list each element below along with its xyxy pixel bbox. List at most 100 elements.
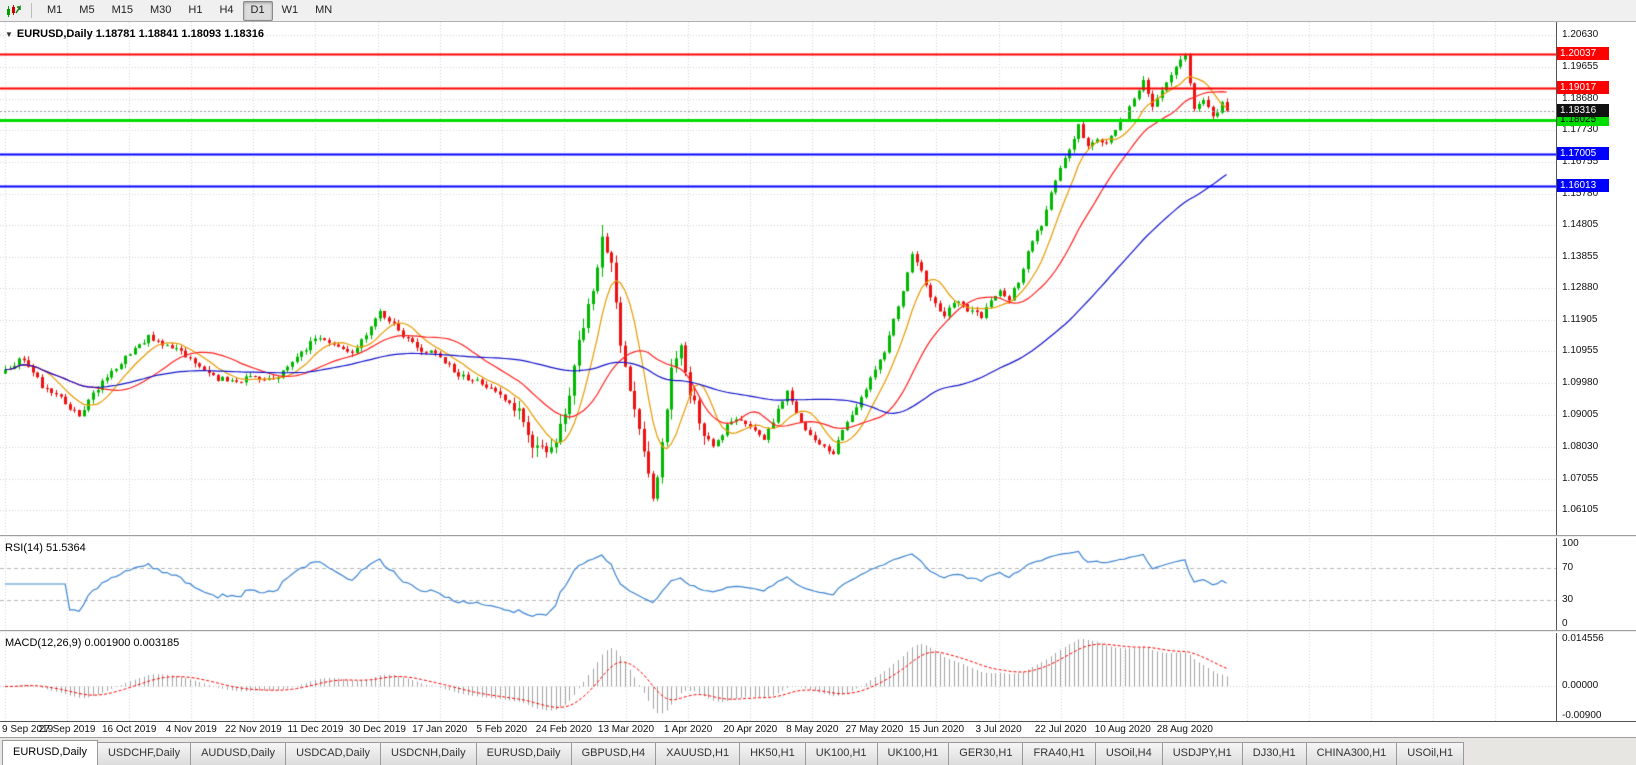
price-axis-tick: 1.06105 [1562,504,1599,515]
chart-tab-usdjpy-h1[interactable]: USDJPY,H1 [1162,742,1243,765]
macd-axis-tick: 0.00000 [1562,680,1599,692]
date-label: 1 Apr 2020 [663,724,713,735]
date-label: 20 Apr 2020 [723,724,778,735]
price-axis-tick: 1.11905 [1562,314,1598,326]
macd-axis-tick: -0.00900 [1562,710,1602,721]
date-label: 15 Jun 2020 [908,724,965,735]
rsi-axis: 100 70 30 0 [1556,538,1636,630]
price-axis-tick: 1.09980 [1562,377,1599,389]
chart-tab-xauusd-h1[interactable]: XAUUSD,H1 [656,742,741,765]
chart-tab-ger30-h1[interactable]: GER30,H1 [949,742,1024,765]
date-label: 30 Dec 2019 [349,724,406,735]
chart-tab-usdcnh-daily[interactable]: USDCNH,Daily [381,742,477,765]
main-chart-pane[interactable]: ▼ EURUSD,Daily 1.18781 1.18841 1.18093 1… [0,22,1556,535]
macd-label: MACD(12,26,9) 0.001900 0.003185 [5,637,180,649]
macd-canvas[interactable] [0,633,1556,721]
chart-tab-china300-h1[interactable]: CHINA300,H1 [1306,742,1398,765]
rsi-row: RSI(14) 51.5364 100 70 30 0 [0,538,1636,630]
date-label: 9 Sep 2019 [2,724,54,735]
timeframe-toolbar: M1 M5 M15 M30 H1 H4 D1 W1 MN [0,0,1636,22]
current-price-tag: 1.18316 [1557,103,1609,117]
date-label: 4 Nov 2019 [165,724,217,735]
price-axis-tick: 1.12880 [1562,282,1599,294]
timeframe-button-m1[interactable]: M1 [47,3,63,16]
timeframe-button-m5[interactable]: M5 [79,3,95,16]
chart-tab-eurusd-daily[interactable]: EURUSD,Daily [2,740,98,765]
date-label: 27 May 2020 [845,724,904,735]
time-axis: 9 Sep 2019 27 Sep 2019 16 Oct 2019 4 Nov 20… [0,721,1636,737]
chart-tab-audusd-daily[interactable]: AUDUSD,Daily [191,742,287,765]
pane-splitter[interactable] [0,535,1636,538]
candlestick-chart-icon [7,4,21,17]
timeframe-button-m15[interactable]: M15 [111,3,133,16]
chart-tab-usdchf-daily[interactable]: USDCHF,Daily [97,742,192,765]
date-label: 27 Sep 2019 [38,724,96,735]
chart-icon[interactable] [4,2,24,20]
date-label: 8 May 2020 [786,724,839,735]
level-price-tag[interactable]: 1.19017 [1557,80,1609,94]
macd-axis: 0.014556 0.00000 -0.00900 [1556,633,1636,721]
price-axis-tick: 1.14805 [1562,219,1599,231]
price-axis-tick: 1.18680 [1562,92,1599,104]
date-label: 22 Jul 2020 [1034,724,1087,735]
chart-tab-gbpusd-h4[interactable]: GBPUSD,H4 [571,742,657,765]
chart-tab-usdcad-daily[interactable]: USDCAD,Daily [286,742,382,765]
macd-axis-tick: 0.014556 [1562,633,1604,644]
chart-title: ▼ EURUSD,Daily 1.18781 1.18841 1.18093 1… [5,28,264,40]
date-label: 28 Aug 2020 [1156,724,1213,735]
level-price-tag[interactable]: 1.16013 [1557,178,1609,192]
chart-tab-dj30-h1[interactable]: DJ30,H1 [1242,742,1307,765]
rsi-canvas[interactable] [0,538,1556,630]
date-label: 13 Mar 2020 [597,724,655,735]
rsi-axis-tick: 70 [1562,562,1574,573]
chart-tab-uk100-h1[interactable]: UK100,H1 [877,742,950,765]
date-label: 24 Feb 2020 [535,724,592,735]
date-label: 16 Oct 2019 [101,724,157,735]
rsi-pane[interactable]: RSI(14) 51.5364 [0,538,1556,630]
chart-title-text: EURUSD,Daily 1.18781 1.18841 1.18093 1.1… [16,28,264,40]
timeframe-buttons: M1 M5 M15 M30 H1 H4 D1 W1 MN [39,0,340,21]
chart-tabs-bar: EURUSD,Daily USDCHF,Daily AUDUSD,Daily USDC… [0,737,1636,765]
macd-row: MACD(12,26,9) 0.001900 0.003185 0.014556… [0,633,1636,721]
timeframe-button-w1[interactable]: W1 [281,3,299,16]
chart-tab-fra40-h1[interactable]: FRA40,H1 [1023,742,1096,765]
macd-pane[interactable]: MACD(12,26,9) 0.001900 0.003185 [0,633,1556,721]
chart-tab-uk100-h1[interactable]: UK100,H1 [805,742,878,765]
price-axis-tick: 1.19655 [1562,60,1599,72]
timeframe-button-h4[interactable]: H4 [219,3,234,16]
price-axis-tick: 1.15780 [1562,187,1599,199]
price-axis: 1.20630 1.19655 1.18680 1.17730 1.16755 1.157… [1556,22,1636,535]
timeframe-button-d1[interactable]: D1 [242,0,273,21]
rsi-label: RSI(14) 51.5364 [5,542,86,554]
main-chart-row: ▼ EURUSD,Daily 1.18781 1.18841 1.18093 1… [0,22,1636,535]
price-axis-tick: 1.16755 [1562,155,1599,167]
chart-tab-hk50-h1[interactable]: HK50,H1 [740,742,806,765]
price-axis-tick: 1.07055 [1562,472,1599,484]
rsi-axis-tick: 100 [1562,538,1579,549]
price-axis-tick: 1.17730 [1562,123,1599,135]
one-click-trading-icon[interactable]: ▼ [5,29,13,39]
level-price-tag[interactable]: 1.20037 [1557,47,1609,61]
chart-tab-eurusd-daily[interactable]: EURUSD,Daily [476,742,572,765]
timeframe-button-h1[interactable]: H1 [188,3,203,16]
chart-tab-usoil-h4[interactable]: USOil,H4 [1095,742,1163,765]
date-label: 10 Aug 2020 [1094,724,1151,735]
price-axis-tick: 1.20630 [1562,29,1599,40]
date-label: 11 Dec 2019 [287,724,344,735]
timeframe-button-m30[interactable]: M30 [149,3,172,16]
pane-splitter[interactable] [0,630,1636,633]
toolbar-separator [31,3,32,18]
date-label: 17 Jan 2020 [412,724,468,735]
level-price-tag[interactable]: 1.17005 [1557,146,1609,160]
date-label: 22 Nov 2019 [225,724,282,735]
price-axis-tick: 1.08030 [1562,441,1599,453]
main-chart-canvas[interactable] [0,22,1556,535]
price-axis-tick: 1.10955 [1562,345,1599,357]
date-label: 5 Feb 2020 [476,724,528,735]
date-label: 3 Jul 2020 [975,724,1022,735]
timeframe-button-mn[interactable]: MN [315,3,333,16]
rsi-axis-tick: 0 [1562,618,1568,629]
chart-tab-usoil-h1[interactable]: USOil,H1 [1397,742,1465,765]
rsi-axis-tick: 30 [1562,594,1574,605]
